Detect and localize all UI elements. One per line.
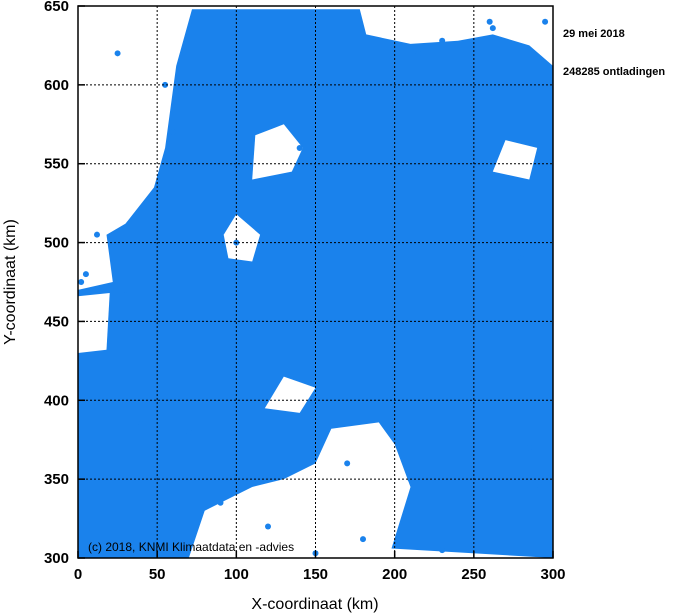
y-tick-label: 600 (44, 77, 69, 94)
x-tick-label: 250 (461, 566, 486, 583)
discharge-point (94, 231, 100, 238)
discharge-point (138, 420, 145, 427)
discharge-point (162, 81, 169, 88)
discharge-point (114, 50, 121, 57)
x-tick-label: 300 (540, 566, 565, 583)
discharge-point (185, 428, 192, 435)
count-annotation: 248285 ontladingen (563, 66, 665, 78)
discharge-point (537, 484, 544, 491)
discharge-gap (252, 124, 303, 180)
discharge-gap (492, 140, 538, 180)
discharge-gap (78, 293, 110, 353)
y-tick-label: 500 (44, 235, 69, 252)
x-tick-label: 200 (382, 566, 407, 583)
discharge-point (122, 286, 129, 293)
y-tick-label: 550 (44, 156, 69, 173)
y-tick-label: 350 (44, 471, 69, 488)
discharge-point (439, 547, 446, 554)
copyright-text: (c) 2018, KNMI Klimaatdata en -advies (88, 540, 294, 554)
discharge-point (82, 271, 89, 278)
discharge-gap (223, 214, 261, 262)
y-tick-label: 400 (44, 392, 69, 409)
discharge-point (518, 255, 525, 262)
discharge-point (217, 499, 224, 506)
discharge-point (170, 208, 176, 215)
discharge-point (542, 18, 549, 25)
discharge-point (344, 460, 351, 467)
discharge-point (526, 444, 533, 451)
x-tick-label: 50 (149, 566, 166, 583)
y-tick-label: 650 (44, 0, 69, 15)
x-axis-label: X-coordinaat (km) (251, 596, 378, 613)
discharge-gap (264, 376, 316, 413)
discharge-point (489, 25, 496, 32)
date-annotation: 29 mei 2018 (563, 28, 625, 40)
discharge-point (78, 279, 85, 285)
discharge-point (415, 50, 422, 57)
discharge-gap (315, 435, 403, 519)
x-tick-label: 100 (224, 566, 249, 583)
discharge-point (170, 129, 176, 136)
y-axis-label: Y-coordinaat (km) (2, 219, 19, 345)
x-tick-label: 150 (303, 566, 328, 583)
discharge-point (296, 144, 303, 151)
discharge-point (486, 18, 493, 25)
y-tick-label: 300 (44, 550, 69, 567)
x-tick-label: 0 (74, 566, 82, 583)
discharge-point (265, 523, 271, 530)
discharge-point (439, 37, 446, 44)
discharge-point (360, 536, 366, 543)
y-tick-label: 450 (44, 313, 69, 330)
